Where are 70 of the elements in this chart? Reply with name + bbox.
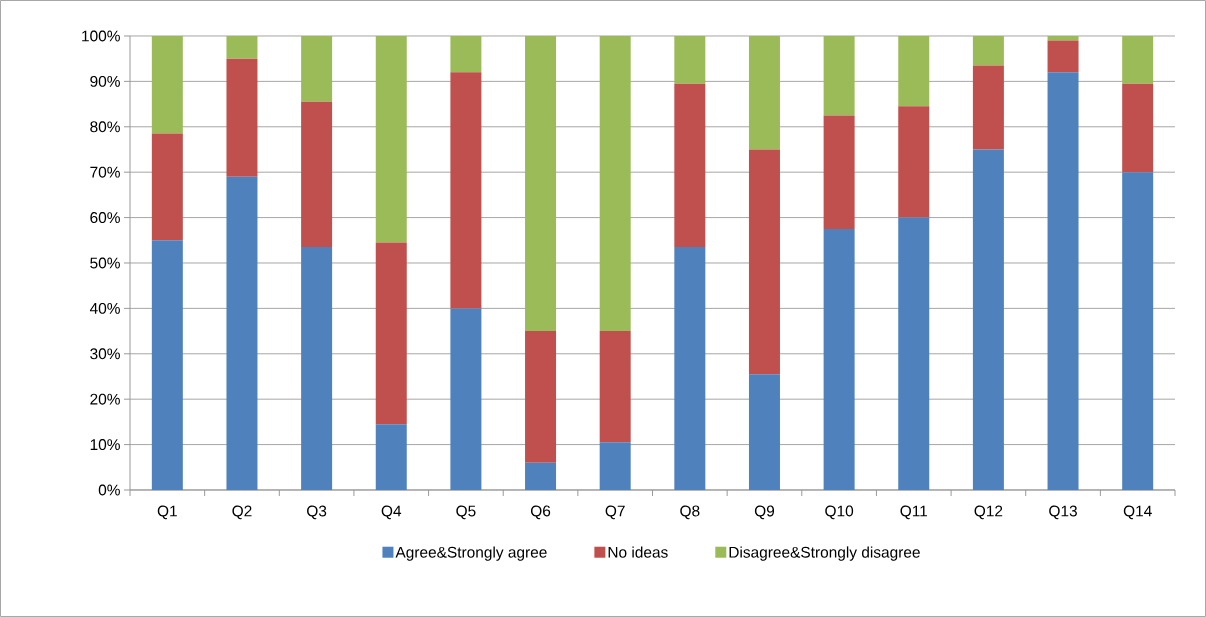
bar [898,35,930,107]
bar [1122,83,1154,173]
bar [972,149,1004,490]
legend-label: No ideas [608,546,668,558]
y-tick-label: 0% [98,484,120,496]
x-tick-label: Q3 [307,505,327,520]
bar [972,35,1004,66]
bar [226,58,258,177]
bar [1047,72,1079,490]
bar [748,35,780,150]
legend-label: Agree&Strongly agree [395,546,547,561]
bar [301,35,333,102]
bar [1122,35,1154,84]
bar [375,242,407,425]
y-tick-label: 90% [90,75,120,87]
y-tick-label: 60% [90,212,120,224]
bar [1047,35,1079,41]
x-tick-label: Q2 [232,505,252,520]
bar [823,115,855,229]
x-tick-label: Q9 [754,505,775,520]
y-tick-label: 40% [89,302,120,314]
x-tick-label: Q5 [456,505,476,520]
legend-label: Disagree&Strongly disagree [729,546,920,561]
bar [226,35,258,59]
x-tick-label: Q7 [605,505,625,520]
bar [226,176,258,490]
bar [823,228,855,490]
bar [450,72,482,309]
bar [599,442,631,490]
x-tick-label: Q4 [381,505,402,520]
y-tick-label: 100% [82,30,120,42]
x-tick-label: Q10 [825,505,854,520]
bar [599,331,631,443]
y-tick-label: 50% [90,257,120,269]
bar [375,35,407,243]
bar [898,106,930,218]
bar [898,217,930,490]
bar [599,35,631,332]
bar [674,247,706,490]
bar [151,133,183,241]
bar [748,374,780,490]
bar [151,35,183,134]
bar [972,65,1004,150]
bar [375,424,407,490]
bar [151,240,183,490]
bar [748,149,780,375]
y-tick-label: 80% [90,121,120,133]
bar [674,35,706,84]
x-tick-label: Q14 [1123,505,1152,520]
bar [823,35,855,116]
bar [1047,40,1079,73]
bar [450,308,482,490]
x-tick-label: Q13 [1049,505,1077,520]
bar [525,35,557,332]
bar [450,35,482,73]
bar [301,247,333,490]
y-tick-label: 10% [90,439,120,451]
bar [525,331,557,463]
x-tick-label: Q11 [900,505,928,520]
x-tick-label: Q1 [157,505,177,520]
y-tick-label: 30% [90,348,120,360]
bar [301,101,333,248]
bar [1122,172,1154,490]
x-tick-label: Q6 [530,505,551,520]
x-tick-label: Q12 [974,505,1003,520]
bar [674,83,706,248]
bar [525,462,557,490]
x-tick-label: Q8 [680,505,700,520]
y-tick-label: 20% [90,393,120,405]
y-tick-label: 70% [90,166,120,178]
